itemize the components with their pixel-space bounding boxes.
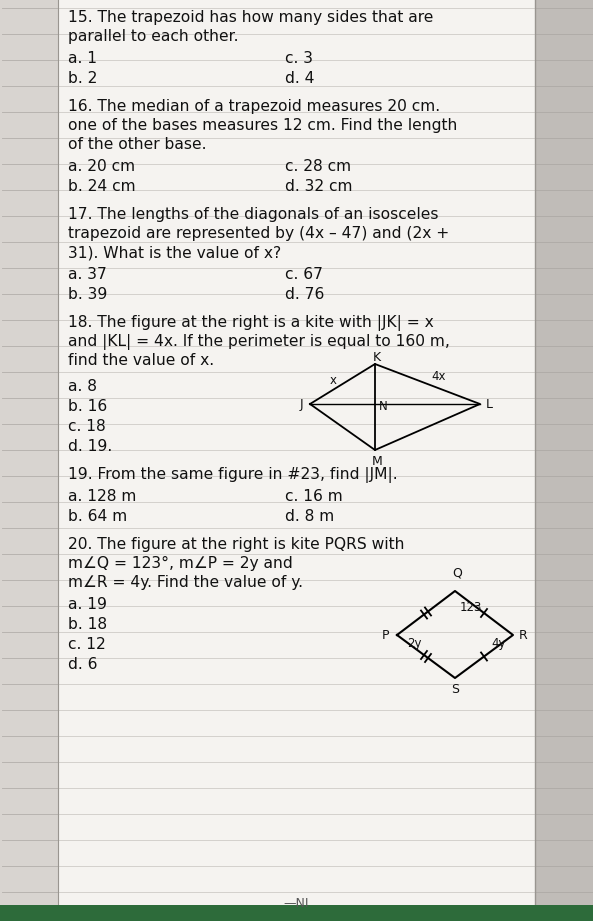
Text: 20. The figure at the right is kite PQRS with: 20. The figure at the right is kite PQRS… [68,537,404,552]
Text: b. 24 cm: b. 24 cm [68,179,136,194]
Text: a. 128 m: a. 128 m [68,489,136,504]
Text: 123: 123 [460,601,482,614]
Text: 15. The trapezoid has how many sides that are: 15. The trapezoid has how many sides tha… [68,10,433,25]
Text: b. 16: b. 16 [68,399,107,414]
Text: c. 3: c. 3 [285,51,313,66]
Text: 4y: 4y [491,637,505,650]
FancyBboxPatch shape [0,905,593,921]
Text: and |KL| = 4x. If the perimeter is equal to 160 m,: and |KL| = 4x. If the perimeter is equal… [68,334,450,350]
Text: 19. From the same figure in #23, find |JM|.: 19. From the same figure in #23, find |J… [68,467,398,483]
Text: a. 37: a. 37 [68,267,107,282]
Text: d. 4: d. 4 [285,71,314,86]
Text: L: L [486,398,493,411]
Text: a. 8: a. 8 [68,379,97,394]
Text: c. 28 cm: c. 28 cm [285,159,351,174]
Text: P: P [381,628,389,642]
Text: S: S [451,683,459,696]
Text: d. 76: d. 76 [285,287,324,302]
Text: c. 12: c. 12 [68,637,106,652]
Text: one of the bases measures 12 cm. Find the length: one of the bases measures 12 cm. Find th… [68,118,457,133]
Text: c. 67: c. 67 [285,267,323,282]
FancyBboxPatch shape [58,0,535,921]
Text: M: M [372,455,382,468]
Text: 18. The figure at the right is a kite with |JK| = x: 18. The figure at the right is a kite wi… [68,315,433,331]
Text: 31). What is the value of x?: 31). What is the value of x? [68,245,281,260]
Text: —NI: —NI [283,897,309,910]
Text: d. 32 cm: d. 32 cm [285,179,352,194]
Text: c. 16 m: c. 16 m [285,489,343,504]
Text: d. 19.: d. 19. [68,439,112,454]
Text: Q: Q [452,566,462,579]
Text: b. 64 m: b. 64 m [68,509,127,524]
Text: a. 19: a. 19 [68,597,107,612]
FancyBboxPatch shape [535,0,593,921]
Text: d. 6: d. 6 [68,657,97,672]
Text: a. 1: a. 1 [68,51,97,66]
Text: K: K [373,351,381,364]
Text: b. 39: b. 39 [68,287,107,302]
Text: m∠R = 4y. Find the value of y.: m∠R = 4y. Find the value of y. [68,575,303,590]
Text: parallel to each other.: parallel to each other. [68,29,238,44]
Text: b. 18: b. 18 [68,617,107,632]
Text: m∠Q = 123°, m∠P = 2y and: m∠Q = 123°, m∠P = 2y and [68,556,293,571]
Text: x: x [330,374,336,387]
Text: of the other base.: of the other base. [68,137,206,152]
Text: 4x: 4x [432,369,446,382]
FancyBboxPatch shape [0,0,62,921]
Text: 2y: 2y [407,637,422,650]
Text: b. 2: b. 2 [68,71,97,86]
Text: R: R [519,628,528,642]
Text: d. 8 m: d. 8 m [285,509,334,524]
Text: a. 20 cm: a. 20 cm [68,159,135,174]
Text: trapezoid are represented by (4x – 47) and (2x +: trapezoid are represented by (4x – 47) a… [68,226,449,241]
Text: J: J [299,398,303,411]
Text: find the value of x.: find the value of x. [68,353,214,368]
Text: 17. The lengths of the diagonals of an isosceles: 17. The lengths of the diagonals of an i… [68,207,438,222]
Text: 16. The median of a trapezoid measures 20 cm.: 16. The median of a trapezoid measures 2… [68,99,440,114]
Text: N: N [379,400,388,413]
Text: c. 18: c. 18 [68,419,106,434]
